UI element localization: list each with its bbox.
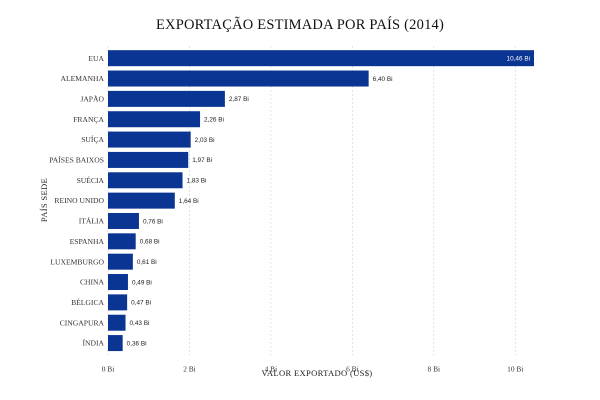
value-label: 0,61 Bi [137,259,157,266]
category-label: ESPANHA [70,237,105,246]
chart-title: EXPORTAÇÃO ESTIMADA POR PAÍS (2014) [155,17,445,33]
bar [108,253,133,270]
x-tick-label: 8 Bi [428,364,441,373]
category-label: PAÍSES BAIXOS [49,155,104,165]
category-label: BÉLGICA [71,297,104,307]
bar [108,70,369,87]
bar [108,131,191,148]
value-label: 2,26 Bi [204,117,224,124]
value-label: 2,03 Bi [195,137,215,144]
category-label: ALEMANHA [61,74,105,83]
category-label: EUA [88,54,104,63]
category-label: JAPÃO [80,93,104,103]
bar [108,50,534,67]
category-label: CINGAPURA [60,318,105,327]
x-tick-label: 4 Bi [265,364,278,373]
value-label: 1,97 Bi [192,157,212,164]
category-label: SUÍÇA [81,134,104,144]
bar [108,314,126,331]
bar [108,212,139,229]
value-label: 0,47 Bi [131,300,151,307]
category-label: SUÉCIA [77,175,105,185]
bar [108,274,128,291]
x-tick-label: 2 Bi [183,364,196,373]
value-label: 0,68 Bi [140,239,160,246]
x-tick-label: 10 Bi [507,364,523,373]
value-label: 6,40 Bi [373,76,393,83]
bar [108,335,123,352]
category-label: ITÁLIA [79,216,105,226]
category-labels: EUA ALEMANHA JAPÃO FRANÇA SUÍÇA PAÍSES BAIXOS… [49,54,104,348]
value-label: 0,36 Bi [127,340,147,347]
value-label: 0,76 Bi [143,218,163,225]
bar [108,294,128,311]
value-label: 0,43 Bi [130,320,150,327]
category-label: ÍNDIA [82,338,104,348]
bar [108,192,175,209]
category-label: REINO UNIDO [54,196,104,205]
value-label: 1,64 Bi [179,198,199,205]
bar [108,90,225,107]
category-label: LUXEMBURGO [50,257,104,266]
value-label: 2,87 Bi [229,96,249,103]
category-label: FRANÇA [73,115,104,124]
bar [108,151,189,168]
bars [108,50,534,352]
bar [108,233,136,250]
value-label: 1,83 Bi [187,178,207,185]
y-axis-title: PAÍS SEDE [39,178,49,222]
bar [108,172,183,189]
x-axis-title: VALOR EXPORTADO (US$) [262,368,373,378]
x-tick-label: 0 Bi [102,364,115,373]
category-label: CHINA [80,278,105,287]
x-tick-labels: 0 Bi 2 Bi 4 Bi 6 Bi 8 Bi 10 Bi [102,364,524,373]
bar [108,111,201,128]
value-labels: 10,46 Bi 6,40 Bi 2,87 Bi 2,26 Bi 2,03 Bi 1,97… [127,55,530,347]
x-tick-label: 6 Bi [346,364,359,373]
value-label: 0,49 Bi [132,279,152,286]
value-label: 10,46 Bi [507,55,530,62]
